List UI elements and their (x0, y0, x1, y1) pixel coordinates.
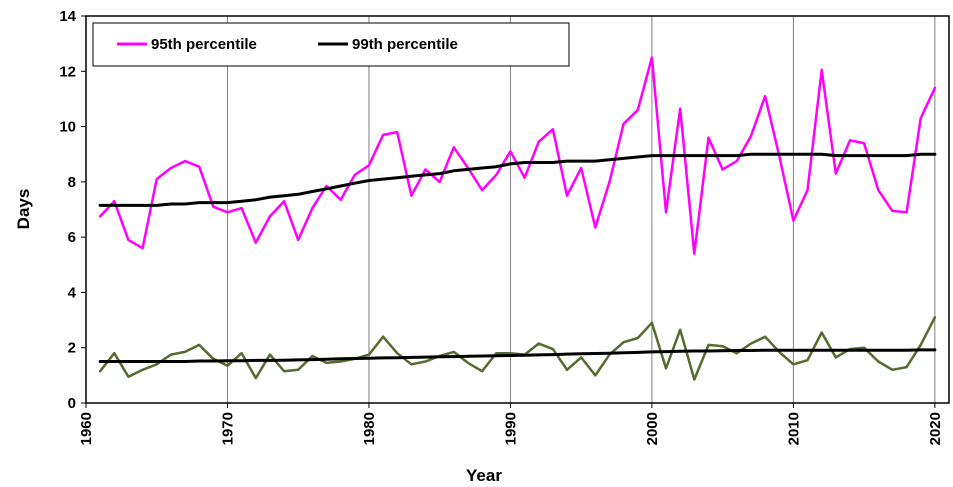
y-tick-label-8: 8 (68, 174, 76, 191)
x-tick-label-1980: 1980 (361, 412, 378, 445)
series-line-2 (98, 152, 937, 207)
legend-label-99th: 99th percentile (352, 36, 458, 53)
x-axis-title: Year (466, 466, 502, 485)
y-tick-label-10: 10 (59, 119, 76, 136)
legend-box (92, 22, 570, 67)
y-tick-label-0: 0 (68, 395, 76, 412)
series-layer (98, 56, 937, 381)
y-axis: 0 2 4 6 8 10 12 14 (59, 8, 86, 412)
y-axis-title: Days (14, 189, 33, 230)
grid-lines (226, 16, 936, 403)
y-tick-label-4: 4 (68, 284, 77, 301)
x-tick-label-1970: 1970 (219, 412, 236, 445)
plot-frame (85, 15, 950, 404)
legend: 95th percentile 99th percentile (92, 22, 570, 67)
x-tick-label-2020: 2020 (927, 412, 944, 445)
x-tick-label-1960: 1960 (78, 412, 95, 445)
x-axis: 1960 1970 1980 1990 2000 2010 2020 (78, 403, 944, 445)
x-tick-label-2010: 2010 (785, 412, 802, 445)
y-tick-label-14: 14 (59, 8, 76, 25)
legend-label-95th: 95th percentile (151, 36, 257, 53)
x-tick-label-1990: 1990 (502, 412, 519, 445)
series-line-3 (98, 348, 937, 363)
plot-area (86, 16, 949, 403)
y-tick-label-2: 2 (68, 340, 76, 357)
y-tick-label-6: 6 (68, 229, 76, 246)
x-tick-label-2000: 2000 (644, 412, 661, 445)
y-tick-label-12: 12 (59, 63, 76, 80)
